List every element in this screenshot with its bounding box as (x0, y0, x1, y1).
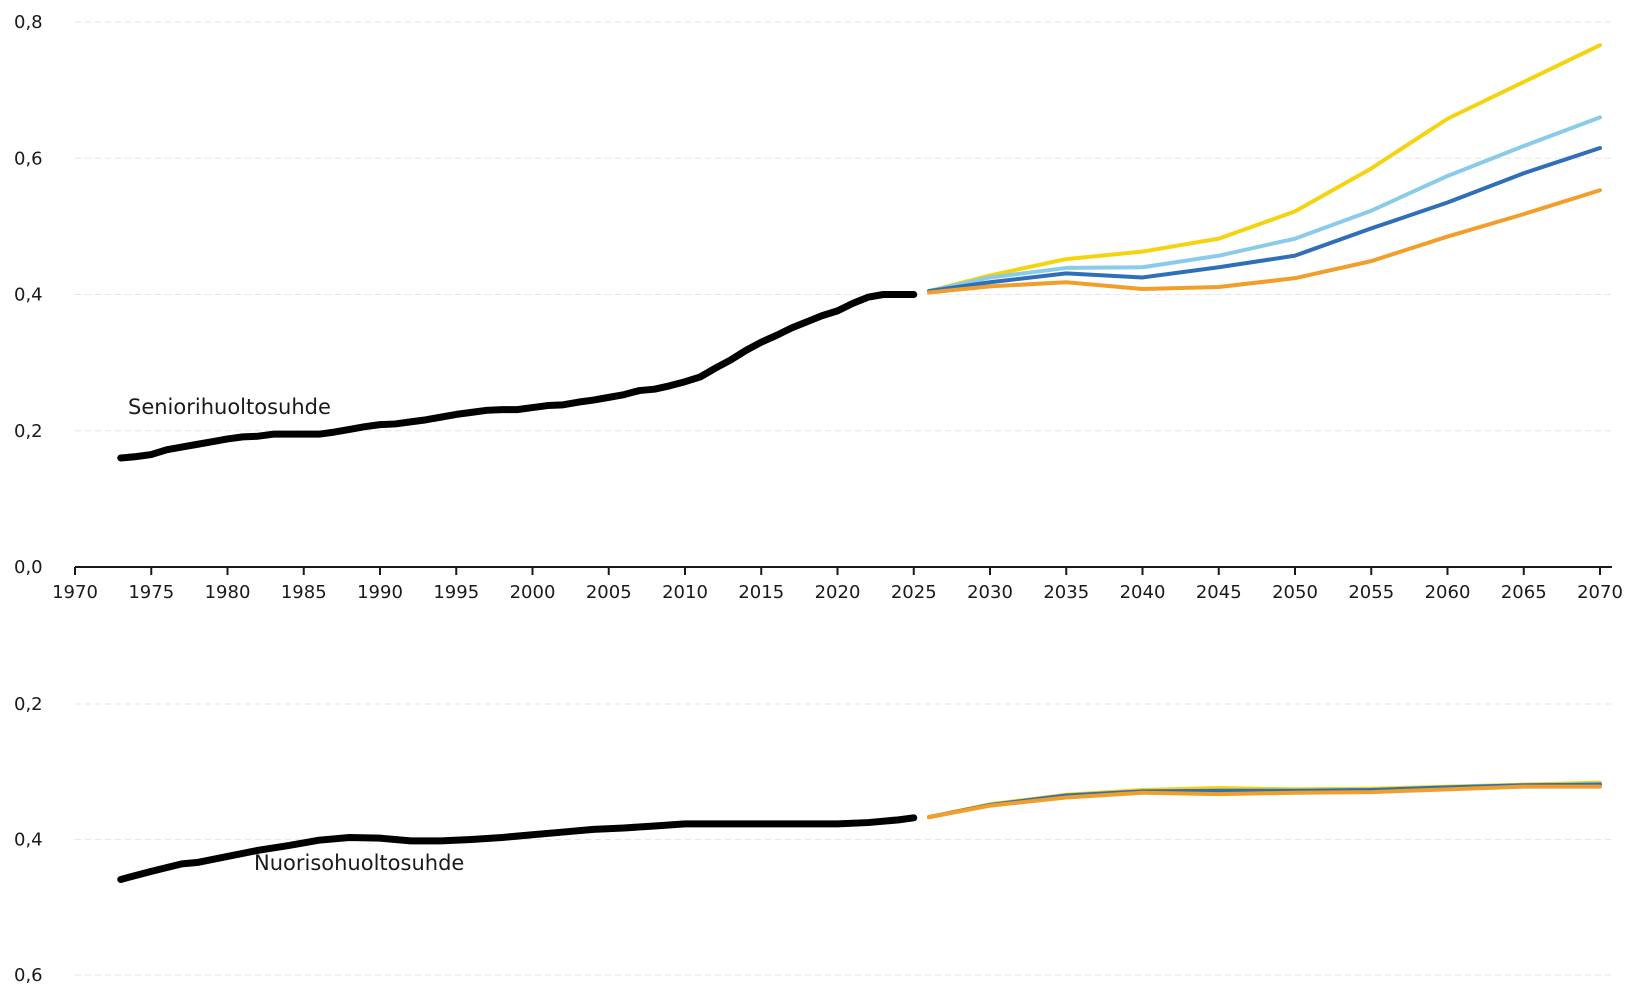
x-tick-label: 2060 (1425, 582, 1471, 603)
youth-historical-line (117, 814, 918, 883)
x-tick-label: 1985 (281, 582, 327, 603)
x-tick-label: 1970 (52, 582, 98, 603)
x-tick-label: 2020 (815, 582, 861, 603)
youth-y-tick-label: 0,6 (14, 965, 43, 985)
x-tick-label: 2000 (510, 582, 556, 603)
x-tick-label: 2035 (1043, 582, 1089, 603)
senior-y-tick-label: 0,8 (14, 12, 43, 33)
senior-projection-line-1 (927, 43, 1602, 294)
x-tick-label: 2030 (967, 582, 1013, 603)
senior-y-tick-label: 0,2 (14, 421, 43, 442)
x-tick-label: 2005 (586, 582, 632, 603)
youth-series-label: Nuorisohuoltosuhde (254, 851, 464, 875)
x-tick-label: 2025 (891, 582, 937, 603)
senior-historical-line (117, 291, 918, 462)
x-tick-label: 2010 (662, 582, 708, 603)
youth-projection-line-4 (927, 784, 1602, 820)
senior-y-tick-label: 0,6 (14, 148, 43, 169)
youth-dependency-panel: 0,2 0,4 0,6 Nuorisohuoltosuhde (14, 694, 1612, 985)
senior-series-label: Seniorihuoltosuhde (128, 395, 331, 419)
x-tick-label: 1995 (433, 582, 479, 603)
senior-projection-line-4 (927, 188, 1602, 295)
x-tick-label: 2045 (1196, 582, 1242, 603)
x-tick-label: 2055 (1348, 582, 1394, 603)
senior-y-tick-label: 0,0 (14, 557, 43, 578)
senior-projection-line-3 (927, 146, 1602, 294)
x-tick-label: 2070 (1577, 582, 1623, 603)
x-tick-label: 1990 (357, 582, 403, 603)
senior-y-tick-label: 0,4 (14, 285, 43, 306)
youth-y-tick-label: 0,4 (14, 830, 43, 851)
senior-dependency-panel: 0,0 0,2 0,4 0,6 0,8 1970 1975 1980 1985 1990 1995 2… (14, 12, 1623, 603)
x-tick-label: 2050 (1272, 582, 1318, 603)
x-tick-label: 2065 (1501, 582, 1547, 603)
x-tick-label: 2040 (1120, 582, 1166, 603)
x-tick-label: 1975 (128, 582, 174, 603)
youth-y-tick-label: 0,2 (14, 694, 43, 715)
x-tick-label: 1980 (205, 582, 251, 603)
senior-projection-line-2 (927, 115, 1602, 294)
x-tick-label: 2015 (738, 582, 784, 603)
